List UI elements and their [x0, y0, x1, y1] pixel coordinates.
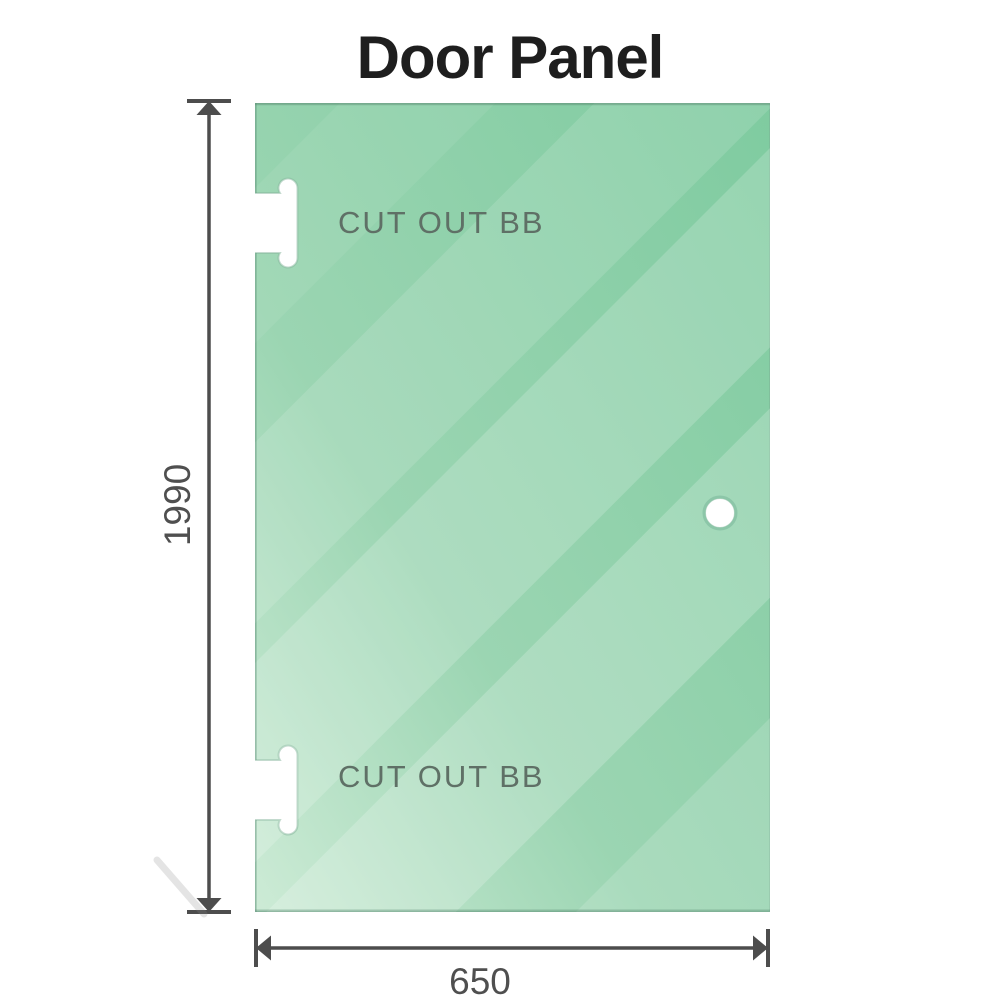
door-panel-glass [255, 103, 770, 912]
cutout-label-top: CUT OUT BB [338, 205, 545, 240]
arrow-left-icon [256, 935, 271, 961]
width-dimension-label: 650 [449, 961, 511, 1000]
height-dimension-label: 1990 [157, 463, 198, 547]
arrow-right-icon [753, 935, 768, 961]
page-title: Door Panel [356, 24, 665, 91]
cutout-label-bottom: CUT OUT BB [338, 759, 545, 794]
background-artifact [153, 856, 208, 918]
arrow-up-icon [196, 101, 222, 115]
handle-hole-icon [702, 495, 738, 531]
arrow-down-icon [196, 898, 222, 912]
